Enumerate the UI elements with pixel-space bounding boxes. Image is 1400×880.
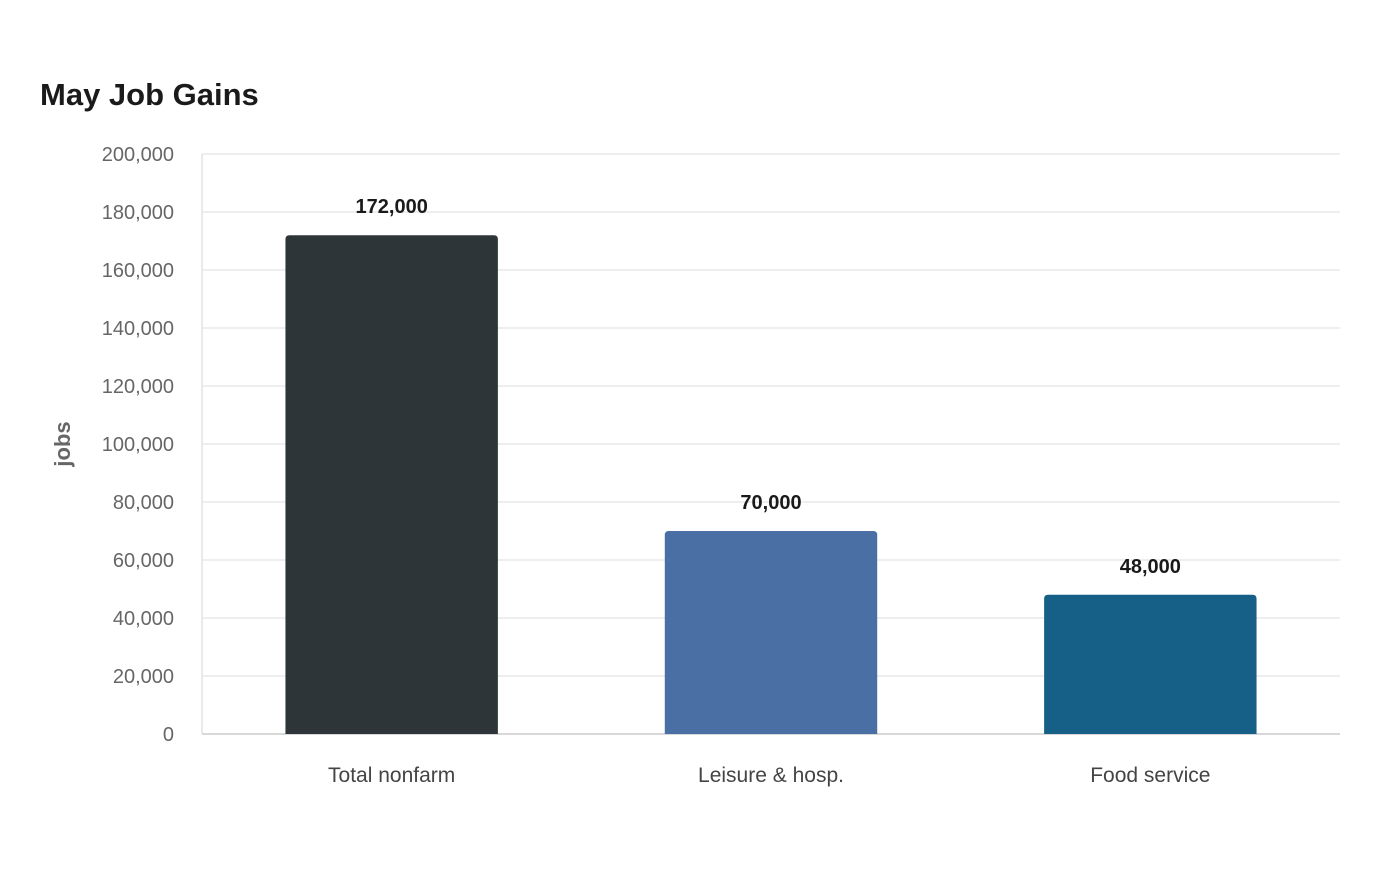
x-tick-label: Leisure & hosp. xyxy=(698,764,844,787)
value-labels: 172,000 70,000 48,000 xyxy=(356,196,1181,578)
x-tick-label: Food service xyxy=(1090,764,1210,787)
y-tick-label: 20,000 xyxy=(113,666,174,688)
category-labels: Total nonfarm Leisure & hosp. Food service xyxy=(328,764,1210,787)
bar-value-label: 70,000 xyxy=(740,492,801,514)
bar xyxy=(1044,594,1257,734)
bar xyxy=(664,531,878,734)
y-tick-label: 80,000 xyxy=(113,492,174,514)
bar xyxy=(285,235,498,734)
y-tick-label: 160,000 xyxy=(102,260,174,282)
y-tick-label: 60,000 xyxy=(113,550,174,572)
y-tick-label: 200,000 xyxy=(102,144,174,166)
y-tick-label: 40,000 xyxy=(113,608,174,630)
y-tick-label: 120,000 xyxy=(102,376,174,398)
y-tick-label: 180,000 xyxy=(102,202,174,224)
bar-value-label: 172,000 xyxy=(356,196,428,218)
y-tick-label: 0 xyxy=(163,724,174,746)
x-tick-label: Total nonfarm xyxy=(328,764,455,787)
y-tick-label: 100,000 xyxy=(102,434,174,456)
y-tick-labels: 0 20,000 40,000 60,000 80,000 100,000 120,000 1… xyxy=(102,144,174,746)
bar-value-label: 48,000 xyxy=(1120,556,1181,578)
bars xyxy=(285,235,1257,734)
y-tick-label: 140,000 xyxy=(102,318,174,340)
chart-title: May Job Gains xyxy=(40,77,259,112)
y-axis-title: jobs xyxy=(50,421,75,467)
